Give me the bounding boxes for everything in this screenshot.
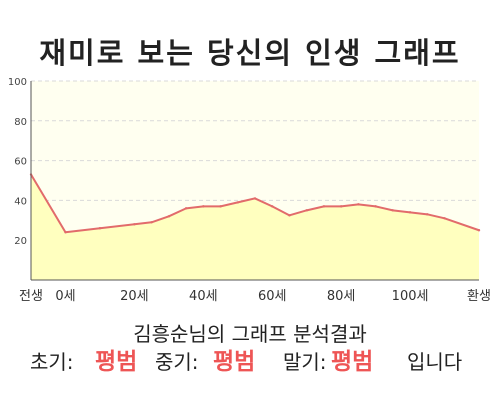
ending-text: 입니다	[407, 350, 463, 374]
life-graph-chart: 20 40 60 80 100 전생 0세 20세 40세 60세 80세 100세 환생	[8, 77, 491, 304]
analysis-subtitle: 김흥순님의 그래프 분석결과	[133, 322, 367, 346]
x-tick-label: 0세	[55, 289, 75, 304]
data-point	[426, 213, 429, 216]
data-point	[150, 221, 153, 224]
data-point	[374, 205, 377, 208]
y-tick-label: 40	[14, 196, 27, 207]
early-label: 초기:	[30, 350, 74, 374]
data-point	[408, 211, 412, 214]
data-point	[64, 231, 67, 234]
y-tick-label: 80	[14, 117, 27, 128]
x-tick-label: 환생	[467, 289, 491, 304]
data-point	[477, 229, 481, 232]
result-line: 초기: 평범 중기: 평범 말기: 평범 입니다	[0, 344, 500, 380]
y-tick-label: 100	[8, 77, 27, 88]
data-point	[305, 209, 308, 212]
x-tick-label: 40세	[189, 289, 218, 304]
data-point	[133, 223, 136, 226]
data-point	[391, 209, 395, 212]
x-tick-label: 60세	[258, 289, 287, 304]
data-point	[184, 207, 188, 210]
x-tick-label: 80세	[327, 289, 356, 304]
early-value: 평범	[95, 349, 138, 375]
x-tick-label: 전생	[19, 289, 43, 304]
mid-label: 중기:	[155, 350, 199, 374]
late-label: 말기:	[283, 350, 327, 374]
mid-value: 평범	[213, 349, 256, 375]
data-point	[322, 205, 326, 208]
y-tick-label: 20	[14, 236, 27, 247]
data-point	[98, 227, 102, 230]
data-point	[288, 214, 291, 217]
area-fill	[31, 174, 479, 280]
data-point	[339, 205, 343, 208]
x-tick-label: 20세	[120, 289, 149, 304]
data-point	[271, 205, 274, 208]
data-point	[202, 205, 205, 208]
data-point	[219, 205, 222, 208]
y-tick-label: 60	[14, 157, 27, 168]
data-point	[357, 203, 360, 206]
data-point	[167, 215, 171, 218]
data-point	[236, 201, 239, 204]
chart-title: 재미로 보는 당신의 인생 그래프	[39, 36, 461, 70]
x-tick-label: 100세	[392, 289, 429, 304]
data-point	[443, 217, 446, 220]
late-value: 평범	[331, 349, 374, 375]
data-point	[253, 197, 257, 200]
